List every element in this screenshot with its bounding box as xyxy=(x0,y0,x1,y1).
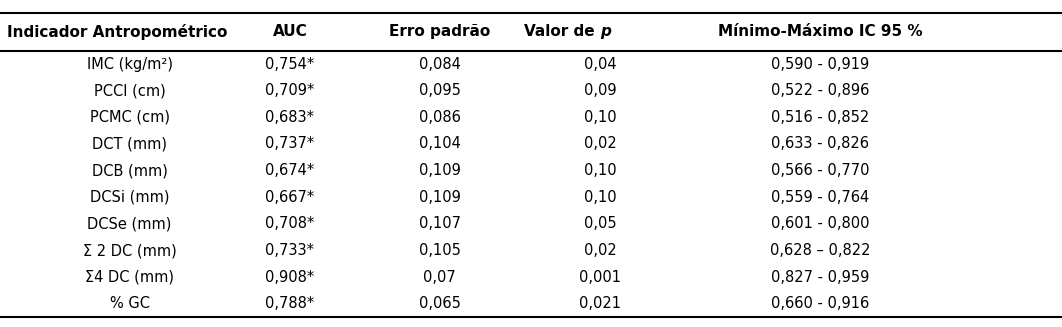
Text: 0,667*: 0,667* xyxy=(266,190,314,205)
Text: 0,105: 0,105 xyxy=(418,243,461,258)
Text: 0,628 – 0,822: 0,628 – 0,822 xyxy=(770,243,870,258)
Text: 0,07: 0,07 xyxy=(424,270,456,285)
Text: 0,10: 0,10 xyxy=(584,190,616,205)
Text: PCMC (cm): PCMC (cm) xyxy=(89,110,170,125)
Text: 0,683*: 0,683* xyxy=(266,110,314,125)
Text: 0,633 - 0,826: 0,633 - 0,826 xyxy=(771,136,869,151)
Text: 0,733*: 0,733* xyxy=(266,243,314,258)
Text: 0,737*: 0,737* xyxy=(266,136,314,151)
Text: 0,522 - 0,896: 0,522 - 0,896 xyxy=(771,83,869,98)
Text: 0,084: 0,084 xyxy=(418,57,461,72)
Text: % GC: % GC xyxy=(109,296,150,311)
Text: 0,109: 0,109 xyxy=(418,163,461,178)
Text: 0,065: 0,065 xyxy=(418,296,461,311)
Text: 0,095: 0,095 xyxy=(418,83,461,98)
Text: 0,754*: 0,754* xyxy=(266,57,314,72)
Text: 0,021: 0,021 xyxy=(579,296,621,311)
Text: IMC (kg/m²): IMC (kg/m²) xyxy=(87,57,172,72)
Text: Mínimo-Máximo IC 95 %: Mínimo-Máximo IC 95 % xyxy=(718,25,922,39)
Text: 0,086: 0,086 xyxy=(418,110,461,125)
Text: 0,601 - 0,800: 0,601 - 0,800 xyxy=(771,216,869,232)
Text: p: p xyxy=(600,25,611,39)
Text: DCT (mm): DCT (mm) xyxy=(92,136,167,151)
Text: Indicador Antropométrico: Indicador Antropométrico xyxy=(7,24,228,40)
Text: DCSe (mm): DCSe (mm) xyxy=(87,216,172,232)
Text: 0,10: 0,10 xyxy=(584,163,616,178)
Text: 0,10: 0,10 xyxy=(584,110,616,125)
Text: 0,107: 0,107 xyxy=(418,216,461,232)
Text: 0,104: 0,104 xyxy=(418,136,461,151)
Text: DCB (mm): DCB (mm) xyxy=(91,163,168,178)
Text: 0,827 - 0,959: 0,827 - 0,959 xyxy=(771,270,869,285)
Text: 0,09: 0,09 xyxy=(584,83,616,98)
Text: 0,04: 0,04 xyxy=(584,57,616,72)
Text: Σ4 DC (mm): Σ4 DC (mm) xyxy=(85,270,174,285)
Text: 0,516 - 0,852: 0,516 - 0,852 xyxy=(771,110,869,125)
Text: 0,02: 0,02 xyxy=(584,136,616,151)
Text: Σ 2 DC (mm): Σ 2 DC (mm) xyxy=(83,243,176,258)
Text: 0,674*: 0,674* xyxy=(266,163,314,178)
Text: 0,001: 0,001 xyxy=(579,270,621,285)
Text: 0,908*: 0,908* xyxy=(266,270,314,285)
Text: 0,05: 0,05 xyxy=(584,216,616,232)
Text: Erro padrão: Erro padrão xyxy=(389,25,491,39)
Text: Valor de: Valor de xyxy=(525,25,600,39)
Text: 0,660 - 0,916: 0,660 - 0,916 xyxy=(771,296,869,311)
Text: 0,709*: 0,709* xyxy=(266,83,314,98)
Text: DCSi (mm): DCSi (mm) xyxy=(90,190,169,205)
Text: 0,109: 0,109 xyxy=(418,190,461,205)
Text: 0,590 - 0,919: 0,590 - 0,919 xyxy=(771,57,869,72)
Text: PCCI (cm): PCCI (cm) xyxy=(93,83,166,98)
Text: 0,708*: 0,708* xyxy=(266,216,314,232)
Text: 0,788*: 0,788* xyxy=(266,296,314,311)
Text: 0,566 - 0,770: 0,566 - 0,770 xyxy=(771,163,869,178)
Text: AUC: AUC xyxy=(273,25,307,39)
Text: 0,559 - 0,764: 0,559 - 0,764 xyxy=(771,190,869,205)
Text: 0,02: 0,02 xyxy=(584,243,616,258)
